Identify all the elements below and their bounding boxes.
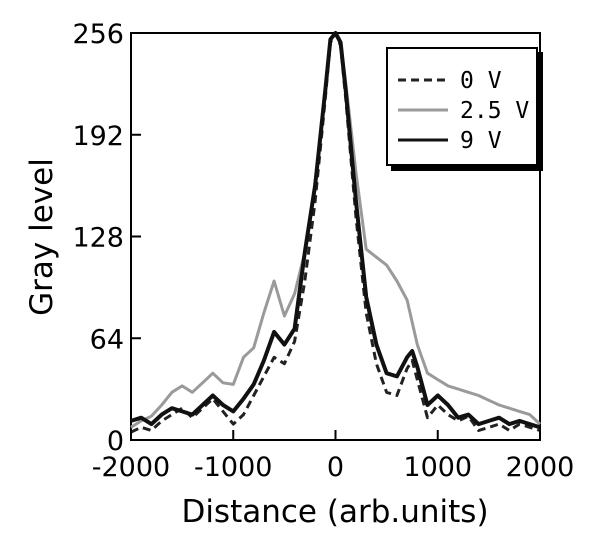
x-axis-label: Distance (arb.units) <box>181 494 488 530</box>
y-tick-label: 64 <box>90 324 124 355</box>
y-tick-label: 0 <box>107 426 124 457</box>
x-tick-label: -1000 <box>194 452 272 483</box>
x-tick-label: 1000 <box>403 452 472 483</box>
legend-label: 2.5 V <box>460 98 529 124</box>
legend-box <box>386 47 538 166</box>
series-layer <box>130 31 542 434</box>
legend-label: 9 V <box>460 128 502 154</box>
legend-entries: 0 V 2.5 V 9 V <box>398 68 529 154</box>
x-tick-label: 0 <box>327 452 344 483</box>
legend: 0 V 2.5 V 9 V <box>386 47 543 171</box>
x-tick-label: 2000 <box>506 452 575 483</box>
series-line-9-v <box>130 31 541 430</box>
x-tick-label: -2000 <box>92 452 170 483</box>
tick-layer: -2000 -1000 0 1000 2000 0 64 128 192 256 <box>72 19 574 483</box>
legend-label: 0 V <box>460 68 502 94</box>
y-axis-label: Gray level <box>24 158 60 316</box>
y-tick-label: 128 <box>72 223 124 254</box>
y-tick-label: 256 <box>72 19 124 50</box>
y-tick-label: 192 <box>72 121 124 152</box>
